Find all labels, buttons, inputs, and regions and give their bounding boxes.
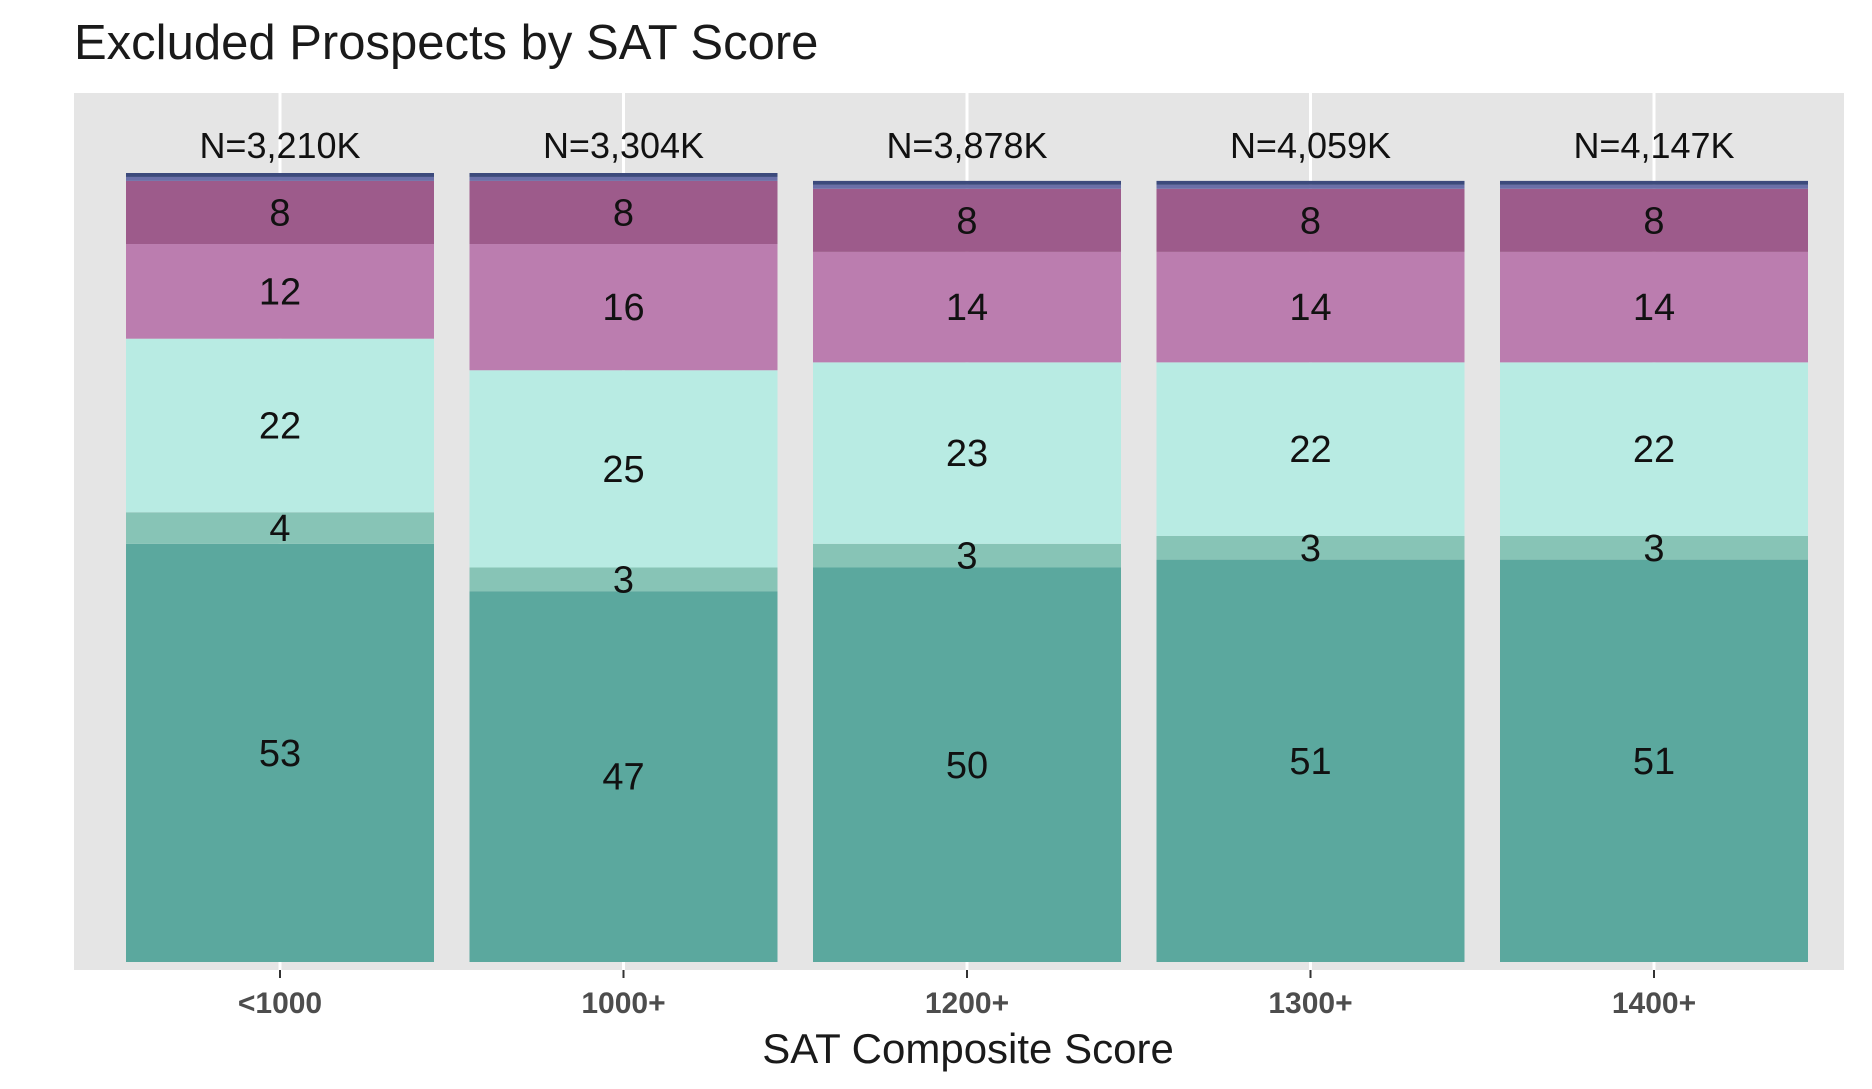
bar-segment	[469, 244, 778, 371]
bar-segment	[469, 176, 778, 181]
chart-title: Excluded Prospects by SAT Score	[74, 16, 818, 70]
bar-segment	[1500, 180, 1808, 185]
bar-segment	[813, 180, 1121, 185]
bar-segment	[1500, 362, 1808, 536]
bar-segment	[469, 173, 778, 177]
bar-segment	[1500, 559, 1808, 962]
bar-segment	[1156, 362, 1465, 536]
bar-segment	[1500, 251, 1808, 363]
data-labels: 53 4 22 12 8 47 3 25 16 8 50 3 23 14 8 51 3 22 14 8 51 3 22 14 8	[259, 192, 1675, 798]
data-label: 16	[602, 287, 644, 329]
data-label: 3	[956, 536, 977, 578]
bar-segment	[813, 188, 1121, 252]
bar-segment	[469, 370, 778, 568]
bar-segment	[813, 543, 1121, 568]
bar-segment	[126, 512, 434, 544]
bar-segment	[469, 180, 778, 245]
data-label: 22	[1633, 429, 1675, 471]
data-label: 51	[1289, 741, 1331, 783]
bar-segment	[1500, 188, 1808, 252]
bar-segment	[126, 176, 434, 181]
bar-segment	[126, 173, 434, 177]
x-axis-label: SAT Composite Score	[762, 1025, 1174, 1072]
bar-segment	[813, 567, 1121, 962]
bar-segment	[813, 184, 1121, 189]
data-label: 22	[1289, 429, 1331, 471]
data-label: 12	[259, 271, 301, 313]
bar-segment	[1500, 535, 1808, 560]
tick-label: 1400+	[1612, 987, 1696, 1020]
data-label: 47	[602, 757, 644, 799]
total-label: N=3,878K	[886, 125, 1047, 166]
bar-segment	[469, 567, 778, 592]
data-label: 23	[946, 433, 988, 475]
bar-segment	[1156, 188, 1465, 252]
bar-segment	[126, 244, 434, 339]
data-label: 8	[613, 192, 634, 234]
data-label: 22	[259, 405, 301, 447]
data-label: 50	[946, 745, 988, 787]
total-label: N=4,147K	[1573, 125, 1734, 166]
bar-segment	[1500, 184, 1808, 189]
data-label: 8	[1643, 200, 1664, 242]
bar-segment	[469, 591, 778, 962]
data-label: 25	[602, 449, 644, 491]
data-label: 8	[956, 200, 977, 242]
data-label: 14	[1633, 287, 1675, 329]
total-labels: N=3,210K N=3,304K N=3,878K N=4,059K N=4,147K	[199, 125, 1734, 166]
data-label: 14	[946, 287, 988, 329]
data-label: 3	[1643, 528, 1664, 570]
data-label: 3	[1300, 528, 1321, 570]
bar-segment	[1156, 180, 1465, 185]
total-label: N=3,210K	[199, 125, 360, 166]
total-label: N=3,304K	[543, 125, 704, 166]
data-label: 8	[269, 192, 290, 234]
total-label: N=4,059K	[1230, 125, 1391, 166]
x-axis-ticks: <1000 1000+ 1200+ 1300+ 1400+	[238, 970, 1696, 1020]
bar-segment	[1156, 535, 1465, 560]
bar-segment	[813, 362, 1121, 544]
bar-segment	[1156, 251, 1465, 363]
data-label: 53	[259, 733, 301, 775]
tick-label: 1300+	[1268, 987, 1352, 1020]
data-label: 3	[613, 559, 634, 601]
bars	[126, 173, 1808, 962]
bar-segment	[813, 251, 1121, 363]
bar-segment	[126, 338, 434, 513]
bar-segment	[1156, 184, 1465, 189]
data-label: 8	[1300, 200, 1321, 242]
tick-label: <1000	[238, 987, 322, 1020]
data-label: 51	[1633, 741, 1675, 783]
bar-segment	[126, 180, 434, 245]
data-label: 14	[1289, 287, 1331, 329]
tick-label: 1200+	[925, 987, 1009, 1020]
data-label: 4	[269, 508, 290, 550]
bar-segment	[1156, 559, 1465, 962]
tick-label: 1000+	[581, 987, 665, 1020]
bar-segment	[126, 543, 434, 962]
